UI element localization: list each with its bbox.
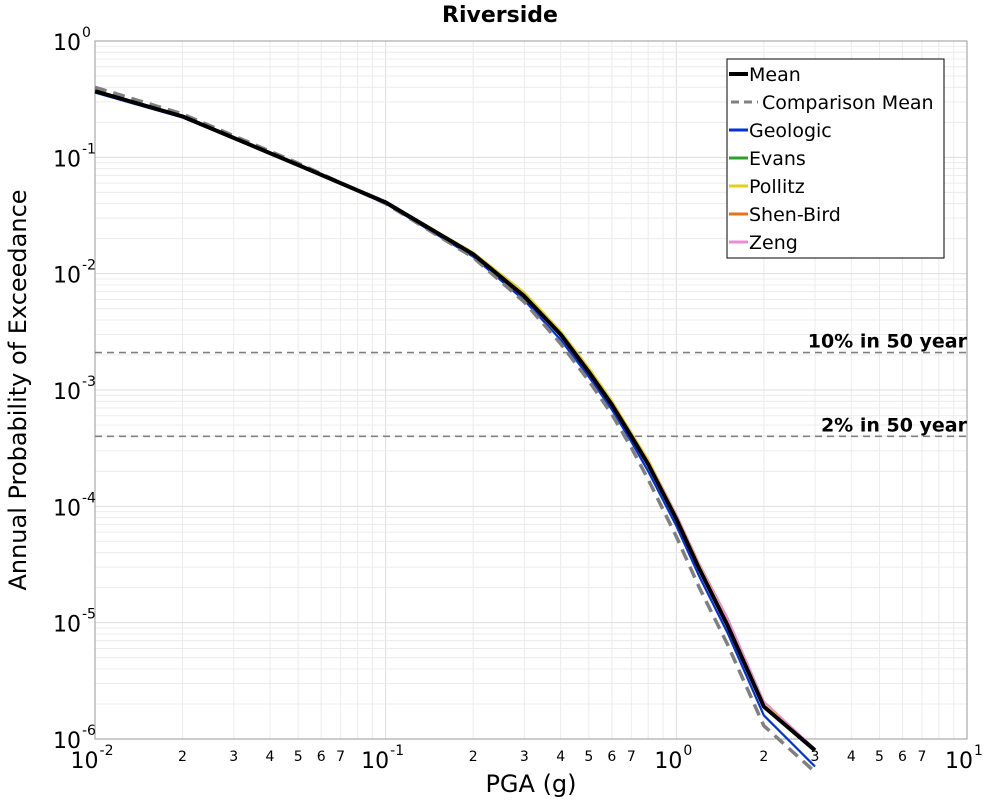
- x-minor-tick-label: 4: [266, 749, 275, 765]
- series-line-pollitz: [94, 90, 816, 752]
- x-minor-tick-label: 6: [607, 749, 616, 765]
- x-minor-tick-label: 5: [294, 749, 303, 765]
- x-minor-tick-label: 5: [584, 749, 593, 765]
- series-line-zeng: [94, 90, 816, 750]
- legend: Mean Comparison Mean Geologic Evans Pollitz S…: [726, 58, 945, 259]
- series-line-mean: [94, 89, 817, 752]
- y-major-tick-label: 10-3: [53, 374, 96, 405]
- y-axis-label: Annual Probability of Exceedance: [4, 189, 32, 590]
- series-line-shen-bird: [94, 90, 816, 752]
- legend-entry-label: Shen-Bird: [749, 204, 841, 226]
- x-minor-tick-label: 2: [178, 749, 187, 765]
- x-minor-tick-label: 4: [556, 749, 565, 765]
- x-major-tick-label: 10-1: [361, 743, 404, 774]
- legend-box: [726, 58, 945, 259]
- reference-line-label: 10% in 50 year: [808, 331, 968, 353]
- y-major-tick-label: 10-6: [53, 723, 96, 754]
- x-minor-tick-label: 7: [918, 749, 927, 765]
- reference-line-label: 2% in 50 year: [821, 414, 968, 436]
- legend-entry-label: Pollitz: [749, 176, 805, 198]
- x-minor-tick-label: 3: [520, 749, 529, 765]
- x-minor-tick-label: 5: [875, 749, 884, 765]
- series-line-geologic: [94, 91, 816, 768]
- x-major-tick-label: 10-2: [71, 743, 114, 774]
- x-major-tick-label: 101: [945, 743, 983, 774]
- x-minor-tick-label: 4: [847, 749, 856, 765]
- x-minor-tick-label: 3: [811, 749, 820, 765]
- chart-title: Riverside: [442, 3, 558, 28]
- x-minor-tick-label: 7: [336, 749, 345, 765]
- x-minor-tick-label: 3: [229, 749, 238, 765]
- x-minor-tick-label: 2: [759, 749, 768, 765]
- legend-entry-label: Zeng: [749, 232, 798, 254]
- y-major-tick-label: 10-5: [53, 607, 96, 638]
- x-axis-label: PGA (g): [485, 770, 576, 798]
- grid-lines: [94, 41, 967, 740]
- y-axis-ticks: 100 10-1 10-2 10-3 10-4 10-5 10-6: [53, 25, 96, 754]
- legend-entry-label: Comparison Mean: [762, 92, 934, 114]
- x-major-tick-label: 100: [654, 743, 692, 774]
- legend-entry-label: Evans: [749, 148, 806, 170]
- y-major-tick-label: 100: [53, 25, 91, 56]
- legend-entry-label: Mean: [749, 64, 801, 86]
- x-minor-tick-label: 7: [627, 749, 636, 765]
- x-minor-tick-label: 6: [898, 749, 907, 765]
- y-major-tick-label: 10-1: [53, 141, 96, 172]
- y-major-tick-label: 10-2: [53, 258, 96, 289]
- series-line-evans: [94, 90, 816, 753]
- legend-entry-label: Geologic: [749, 120, 832, 142]
- x-minor-tick-label: 6: [317, 749, 326, 765]
- plot-area-frame: [94, 40, 968, 740]
- reference-lines: 10% in 50 year 2% in 50 year: [95, 331, 968, 438]
- series-lines: [94, 85, 817, 774]
- y-major-tick-label: 10-4: [53, 490, 96, 521]
- x-minor-tick-label: 2: [469, 749, 478, 765]
